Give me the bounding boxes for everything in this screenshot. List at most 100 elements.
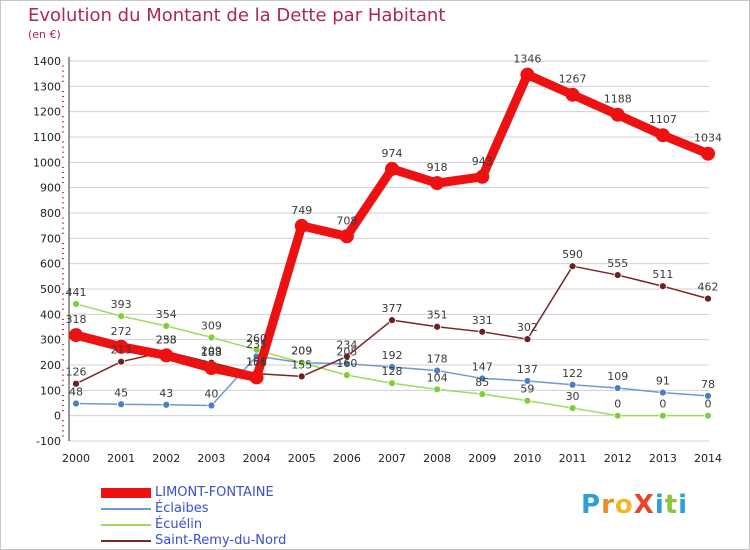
x-tick-label: 2013	[649, 452, 677, 465]
data-label: 1188	[604, 93, 632, 106]
legend-item-saint-remy-du-nord: Saint-Remy-du-Nord	[101, 533, 321, 549]
data-label: 104	[427, 371, 448, 384]
data-point	[388, 379, 396, 388]
data-point	[159, 348, 174, 363]
data-point	[520, 67, 535, 82]
legend-label-eclaibes: Éclaibes	[155, 501, 209, 516]
proxiti-logo: ProXiti	[581, 490, 688, 520]
logo-letter: X	[633, 490, 655, 520]
data-point	[433, 366, 442, 375]
x-tick-label: 2005	[288, 452, 316, 465]
data-label: 109	[607, 370, 628, 383]
chart-subtitle: (en €)	[28, 28, 61, 41]
data-point	[162, 400, 171, 409]
data-point	[704, 411, 712, 420]
data-label: 260	[246, 332, 267, 345]
data-point	[114, 339, 129, 354]
x-tick-label: 2010	[513, 452, 541, 465]
logo-letter: o	[614, 490, 634, 520]
data-point	[478, 374, 487, 383]
y-tick-label: -100	[36, 435, 61, 448]
data-label: 943	[472, 155, 493, 168]
data-point	[388, 363, 396, 371]
data-point	[478, 390, 487, 399]
legend-label-limont-fontaine: LIMONT-FONTAINE	[155, 485, 274, 500]
data-label: 309	[201, 319, 222, 332]
y-tick-label: 300	[40, 334, 61, 347]
data-label: 441	[66, 286, 87, 299]
data-label: 253	[156, 334, 177, 347]
data-point	[72, 379, 80, 388]
data-label: 137	[517, 363, 538, 376]
data-point	[655, 128, 670, 143]
data-label: 59	[520, 383, 534, 396]
data-point	[72, 300, 80, 308]
legend-item-limont-fontaine: LIMONT-FONTAINE	[101, 485, 321, 501]
data-point	[430, 176, 445, 191]
data-label: 351	[427, 309, 448, 322]
x-tick-label: 2009	[468, 452, 496, 465]
data-label: 188	[201, 346, 222, 359]
x-tick-label: 2012	[604, 452, 632, 465]
data-label: 708	[336, 214, 357, 227]
y-tick-label: 1200	[33, 106, 61, 119]
data-label: 155	[291, 358, 312, 371]
data-label: 178	[427, 353, 448, 366]
data-label: 48	[69, 386, 83, 399]
data-label: 91	[656, 375, 670, 388]
data-label: 590	[562, 248, 583, 261]
x-tick-label: 2001	[107, 452, 135, 465]
data-label: 234	[336, 338, 357, 351]
x-tick-label: 2002	[152, 452, 180, 465]
data-label: 0	[659, 398, 666, 411]
x-tick-label: 2014	[694, 452, 722, 465]
x-tick-label: 2007	[378, 452, 406, 465]
y-tick-label: 200	[40, 359, 61, 372]
data-label: 302	[517, 321, 538, 334]
y-tick-label: 700	[40, 232, 61, 245]
data-point	[249, 370, 264, 385]
data-point	[658, 388, 667, 397]
y-tick-label: 1400	[33, 55, 61, 68]
data-label: 1346	[513, 53, 541, 66]
y-tick-label: 600	[40, 258, 61, 271]
legend-item-ecuelin: Écuélin	[101, 517, 321, 533]
data-point	[658, 411, 667, 420]
legend-swatch-eclaibes	[101, 508, 151, 510]
data-label: 272	[111, 325, 132, 338]
data-label: 126	[66, 366, 87, 379]
data-label: 235	[246, 338, 267, 351]
data-point	[342, 352, 351, 361]
data-label: 213	[111, 344, 132, 357]
data-point	[658, 282, 667, 291]
data-label: 192	[382, 349, 403, 362]
data-point	[613, 411, 622, 420]
data-point	[704, 294, 712, 303]
data-label: 0	[614, 398, 621, 411]
data-point	[568, 404, 577, 412]
data-point	[207, 401, 216, 410]
legend-label-saint-remy-du-nord: Saint-Remy-du-Nord	[155, 533, 287, 548]
data-label: 151	[246, 355, 267, 368]
data-point	[385, 161, 399, 176]
logo-letter: i	[654, 490, 665, 520]
data-point	[613, 384, 622, 392]
data-point	[704, 392, 712, 400]
data-point	[565, 87, 580, 102]
y-tick-label: 100	[40, 384, 61, 397]
data-point	[294, 218, 309, 233]
data-point	[117, 312, 126, 321]
data-point	[433, 385, 442, 394]
data-point	[117, 400, 126, 409]
data-point	[72, 399, 80, 408]
data-label: 166	[246, 356, 267, 369]
data-point	[207, 333, 216, 342]
data-point	[523, 377, 532, 385]
data-label: 1267	[559, 73, 587, 86]
data-point	[342, 371, 351, 380]
data-label: 122	[562, 367, 583, 380]
data-label: 1034	[694, 132, 722, 145]
data-point	[568, 380, 577, 389]
data-point	[475, 169, 490, 184]
